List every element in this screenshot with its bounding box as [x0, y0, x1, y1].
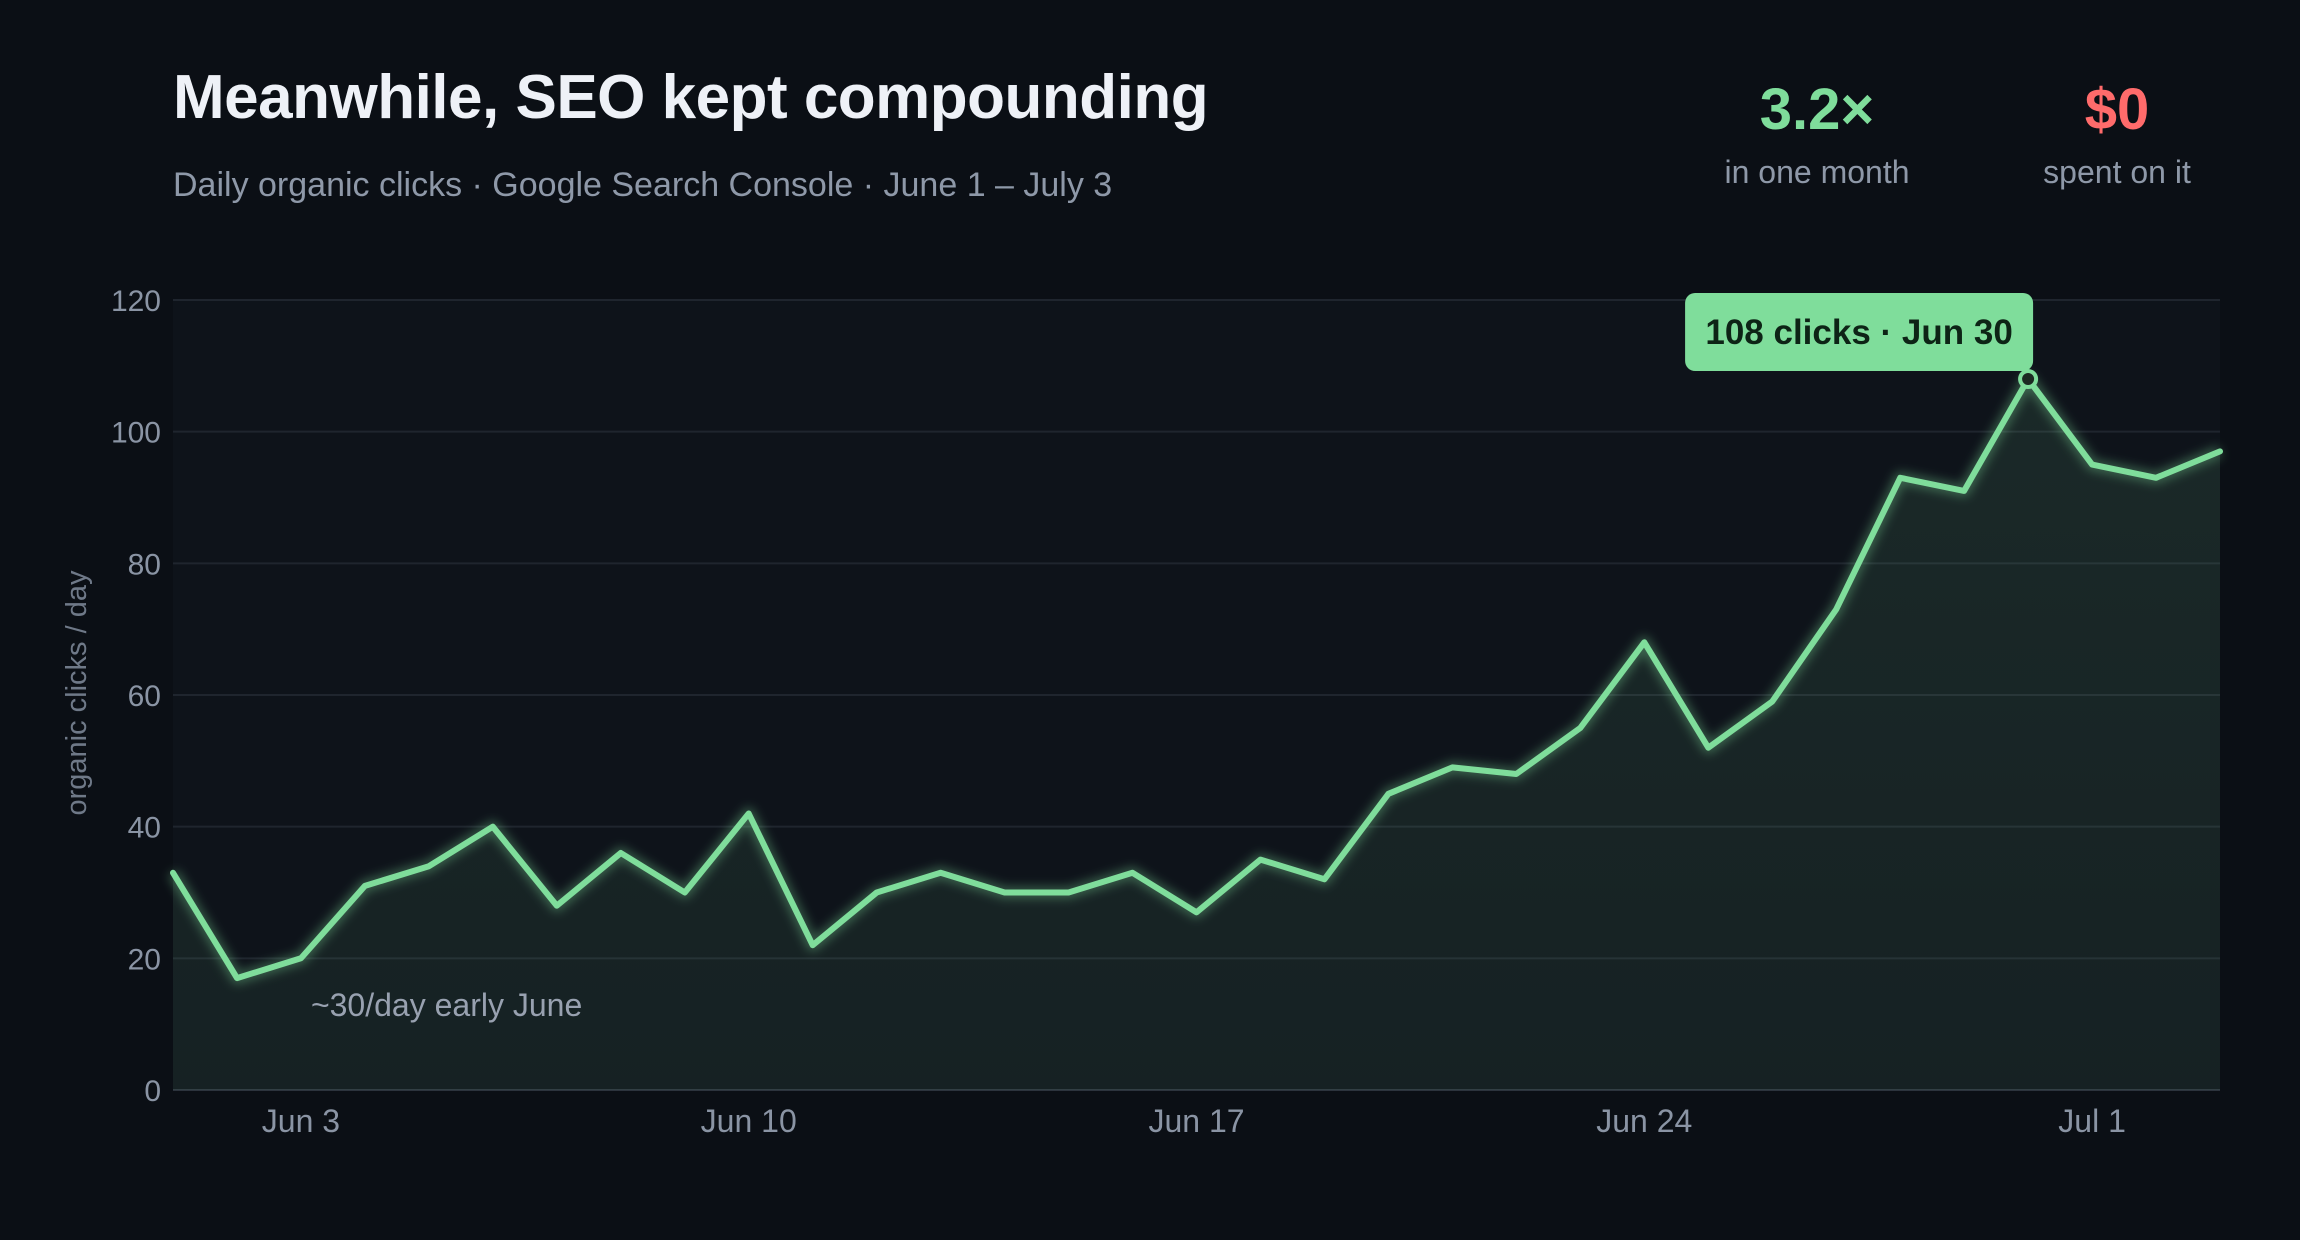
- y-axis-title: organic clicks / day: [61, 570, 93, 815]
- data-point: [1066, 890, 1072, 896]
- data-point: [1321, 876, 1327, 882]
- data-point: [2153, 475, 2159, 481]
- stat-spend-label: spent on it: [2043, 154, 2191, 190]
- stat-spend: $0 spent on it: [1987, 70, 2247, 191]
- peak-callout-box: [1685, 293, 2034, 371]
- y-tick-label: 20: [128, 943, 161, 976]
- annotation-early-june: ~30/day early June: [311, 987, 582, 1023]
- data-point: [618, 850, 624, 856]
- data-point: [1641, 639, 1647, 645]
- peak-marker: [2018, 369, 2039, 389]
- data-point: [1769, 699, 1775, 705]
- data-point: [1961, 488, 1967, 494]
- y-axis-ticks: 0 20 40 60 80 100 120: [111, 285, 161, 1108]
- x-tick-label: Jun 17: [1148, 1103, 1244, 1139]
- data-point: [1705, 745, 1711, 751]
- y-tick-label: 100: [111, 417, 161, 450]
- data-point: [1833, 606, 1839, 612]
- data-point: [938, 870, 944, 876]
- data-point: [2217, 448, 2223, 454]
- y-tick-label: 80: [128, 548, 161, 581]
- x-tick-label: Jun 24: [1596, 1103, 1692, 1139]
- data-point: [362, 883, 368, 889]
- x-tick-label: Jun 10: [701, 1103, 797, 1139]
- data-point: [1577, 725, 1583, 731]
- data-point: [490, 824, 496, 830]
- data-point: [1513, 771, 1519, 777]
- chart-subtitle: Daily organic clicks · Google Search Con…: [173, 166, 1113, 204]
- data-point: [810, 942, 816, 948]
- x-tick-label: Jun 3: [262, 1103, 340, 1139]
- x-tick-label: Jul 1: [2058, 1103, 2126, 1139]
- data-point: [2089, 462, 2095, 468]
- data-point: [1002, 890, 1008, 896]
- series-line: [170, 376, 2223, 982]
- x-axis-ticks: Jun 3 Jun 10 Jun 17 Jun 24 Jul 1: [262, 1103, 2126, 1139]
- data-point: [874, 890, 880, 896]
- data-point: [1385, 791, 1391, 797]
- data-point: [746, 811, 752, 817]
- y-tick-label: 40: [128, 812, 161, 845]
- data-point: [1449, 764, 1455, 770]
- peak-callout-label: 108 clicks · Jun 30: [1705, 313, 2012, 352]
- data-point: [682, 890, 688, 896]
- data-point: [234, 975, 240, 981]
- stat-spend-value: $0: [2084, 77, 2150, 142]
- data-point: [426, 863, 432, 869]
- data-point: [170, 870, 176, 876]
- y-tick-label: 0: [144, 1075, 161, 1108]
- data-point: [298, 955, 304, 961]
- chart-title: Meanwhile, SEO kept compounding: [173, 63, 1209, 132]
- data-point: [1897, 475, 1903, 481]
- stat-growth-value: 3.2×: [1759, 77, 1875, 142]
- data-point: [1130, 870, 1136, 876]
- stat-growth-label: in one month: [1724, 154, 1910, 190]
- peak-callout: 108 clicks · Jun 30: [1685, 293, 2039, 389]
- stat-growth: 3.2× in one month: [1687, 70, 1947, 191]
- y-tick-label: 60: [128, 680, 161, 713]
- series-area: [173, 379, 2220, 1090]
- data-point: [554, 903, 560, 909]
- data-point: [1257, 857, 1263, 863]
- y-tick-label: 120: [111, 285, 161, 318]
- data-point: [1194, 909, 1200, 915]
